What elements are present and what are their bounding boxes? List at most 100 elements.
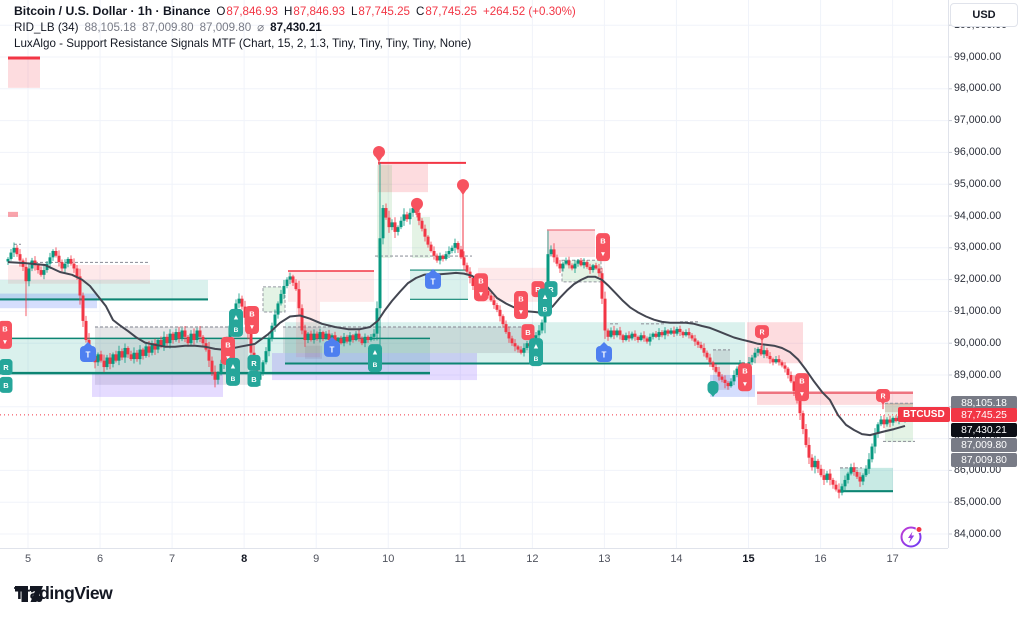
candle-body xyxy=(666,330,670,334)
candle-body xyxy=(453,243,457,248)
trap-signal-pill[interactable] xyxy=(425,272,441,289)
liquidity-pin[interactable] xyxy=(457,179,469,192)
candle-body xyxy=(135,352,139,360)
marker-label: ▲ xyxy=(532,342,539,351)
support-resistance-zones xyxy=(0,56,915,493)
trap-signal-pill[interactable] xyxy=(80,346,96,363)
quick-trade-button[interactable] xyxy=(899,524,925,550)
candle-body xyxy=(789,375,793,382)
candle-body xyxy=(762,350,766,355)
sell-signal-pill[interactable] xyxy=(795,373,809,402)
time-axis-label: 13 xyxy=(598,553,611,565)
candle-body xyxy=(48,257,52,264)
candle-body xyxy=(465,265,469,272)
candle-body xyxy=(300,308,304,331)
candle-body xyxy=(513,343,517,347)
trap-signal-pill[interactable] xyxy=(596,346,612,363)
candle-body xyxy=(435,255,439,261)
sell-signal-pill[interactable] xyxy=(474,273,488,302)
time-axis-label: 11 xyxy=(454,553,466,565)
marker-label: T xyxy=(602,351,607,360)
marker-label: B xyxy=(525,328,531,337)
candle-body xyxy=(126,347,130,355)
candle-body xyxy=(576,260,580,264)
indicator-name[interactable]: RID_LB (34) xyxy=(14,20,79,34)
buy-signal-pill[interactable] xyxy=(538,288,552,317)
candle-body xyxy=(501,316,505,325)
candle-body xyxy=(867,459,871,469)
candle-body xyxy=(213,371,217,380)
candle-body xyxy=(72,263,76,269)
candle-body xyxy=(843,479,847,487)
price-axis[interactable]: 100,000.0099,000.0098,000.0097,000.0096,… xyxy=(948,0,1024,548)
candle-body xyxy=(711,362,715,368)
trap-marker-point xyxy=(599,342,609,348)
candle-body xyxy=(15,247,19,255)
resistance-pin[interactable] xyxy=(755,325,769,339)
candle-body xyxy=(9,252,13,259)
sell-signal-pill[interactable] xyxy=(0,320,12,349)
candle-body xyxy=(162,336,166,347)
buy-signal-pill[interactable] xyxy=(226,357,240,386)
candle-body xyxy=(279,293,283,304)
marker-label: B xyxy=(600,237,606,246)
retest-pill[interactable] xyxy=(247,354,261,371)
tradingview-logo[interactable]: TradingView xyxy=(14,583,113,604)
sell-signal-pill[interactable] xyxy=(596,233,610,262)
candle-body xyxy=(783,365,787,369)
time-axis-label: 8 xyxy=(241,553,248,565)
candle-body xyxy=(813,460,817,468)
zone-gray xyxy=(305,345,322,359)
candle-body xyxy=(102,360,106,368)
candle-body xyxy=(636,336,640,341)
buy-signal-pill[interactable] xyxy=(529,338,543,367)
retest-pill[interactable] xyxy=(247,370,261,387)
luxalgo-legend-row[interactable]: LuxAlgo - Support Resistance Signals MTF… xyxy=(14,35,576,51)
retest-pill[interactable] xyxy=(521,324,535,341)
retest-pill[interactable] xyxy=(0,376,13,393)
candle-body xyxy=(351,335,355,341)
retest-pill[interactable] xyxy=(0,359,13,376)
candle-body xyxy=(159,340,163,347)
resistance-pin[interactable] xyxy=(876,388,890,402)
buy-signal-pill[interactable] xyxy=(229,308,243,337)
candle-body xyxy=(60,262,64,269)
support-blob-marker[interactable] xyxy=(707,381,719,395)
time-axis[interactable]: 5 6 7 8 9 10 11 12 13 14 15 16 17 xyxy=(0,548,948,571)
candle-body xyxy=(336,338,340,344)
liquidity-pin[interactable] xyxy=(411,197,423,210)
candle-body xyxy=(864,468,868,476)
candle-body xyxy=(402,214,406,221)
luxalgo-name[interactable]: LuxAlgo - Support Resistance Signals MTF… xyxy=(14,36,472,50)
liquidity-pin[interactable] xyxy=(373,146,385,159)
sell-signal-pill[interactable] xyxy=(738,363,752,392)
sell-signal-pill[interactable] xyxy=(245,305,259,334)
zone-pink xyxy=(8,264,150,284)
symbol-legend-row[interactable]: Bitcoin / U.S. Dollar · 1h · Binance O 87… xyxy=(14,3,576,19)
candle-body xyxy=(27,268,31,282)
candle-body xyxy=(192,333,196,341)
candle-body xyxy=(69,258,73,264)
candle-body xyxy=(393,222,397,232)
buy-signal-pill[interactable] xyxy=(368,344,382,373)
sell-signal-pill[interactable] xyxy=(514,291,528,320)
marker-label: B xyxy=(231,376,236,383)
candle-body xyxy=(534,335,538,341)
currency-toggle-button[interactable]: USD xyxy=(950,3,1018,27)
candle-body xyxy=(696,341,700,345)
candle-body xyxy=(78,276,82,296)
indicator-legend-row[interactable]: RID_LB (34) 88,105.18 87,009.80 87,009.8… xyxy=(14,19,576,35)
symbol-title[interactable]: Bitcoin / U.S. Dollar · 1h · Binance xyxy=(14,3,211,18)
candle-body xyxy=(426,236,430,245)
candle-body xyxy=(369,336,373,341)
candle-body xyxy=(54,250,58,256)
candle-body xyxy=(306,333,310,341)
price-tag: 87,009.80 xyxy=(951,453,1017,467)
trap-signal-pill[interactable] xyxy=(324,340,340,357)
candle-body xyxy=(171,333,175,341)
marker-label: B xyxy=(373,362,378,369)
candle-body xyxy=(120,351,124,358)
candle-body xyxy=(399,220,403,228)
